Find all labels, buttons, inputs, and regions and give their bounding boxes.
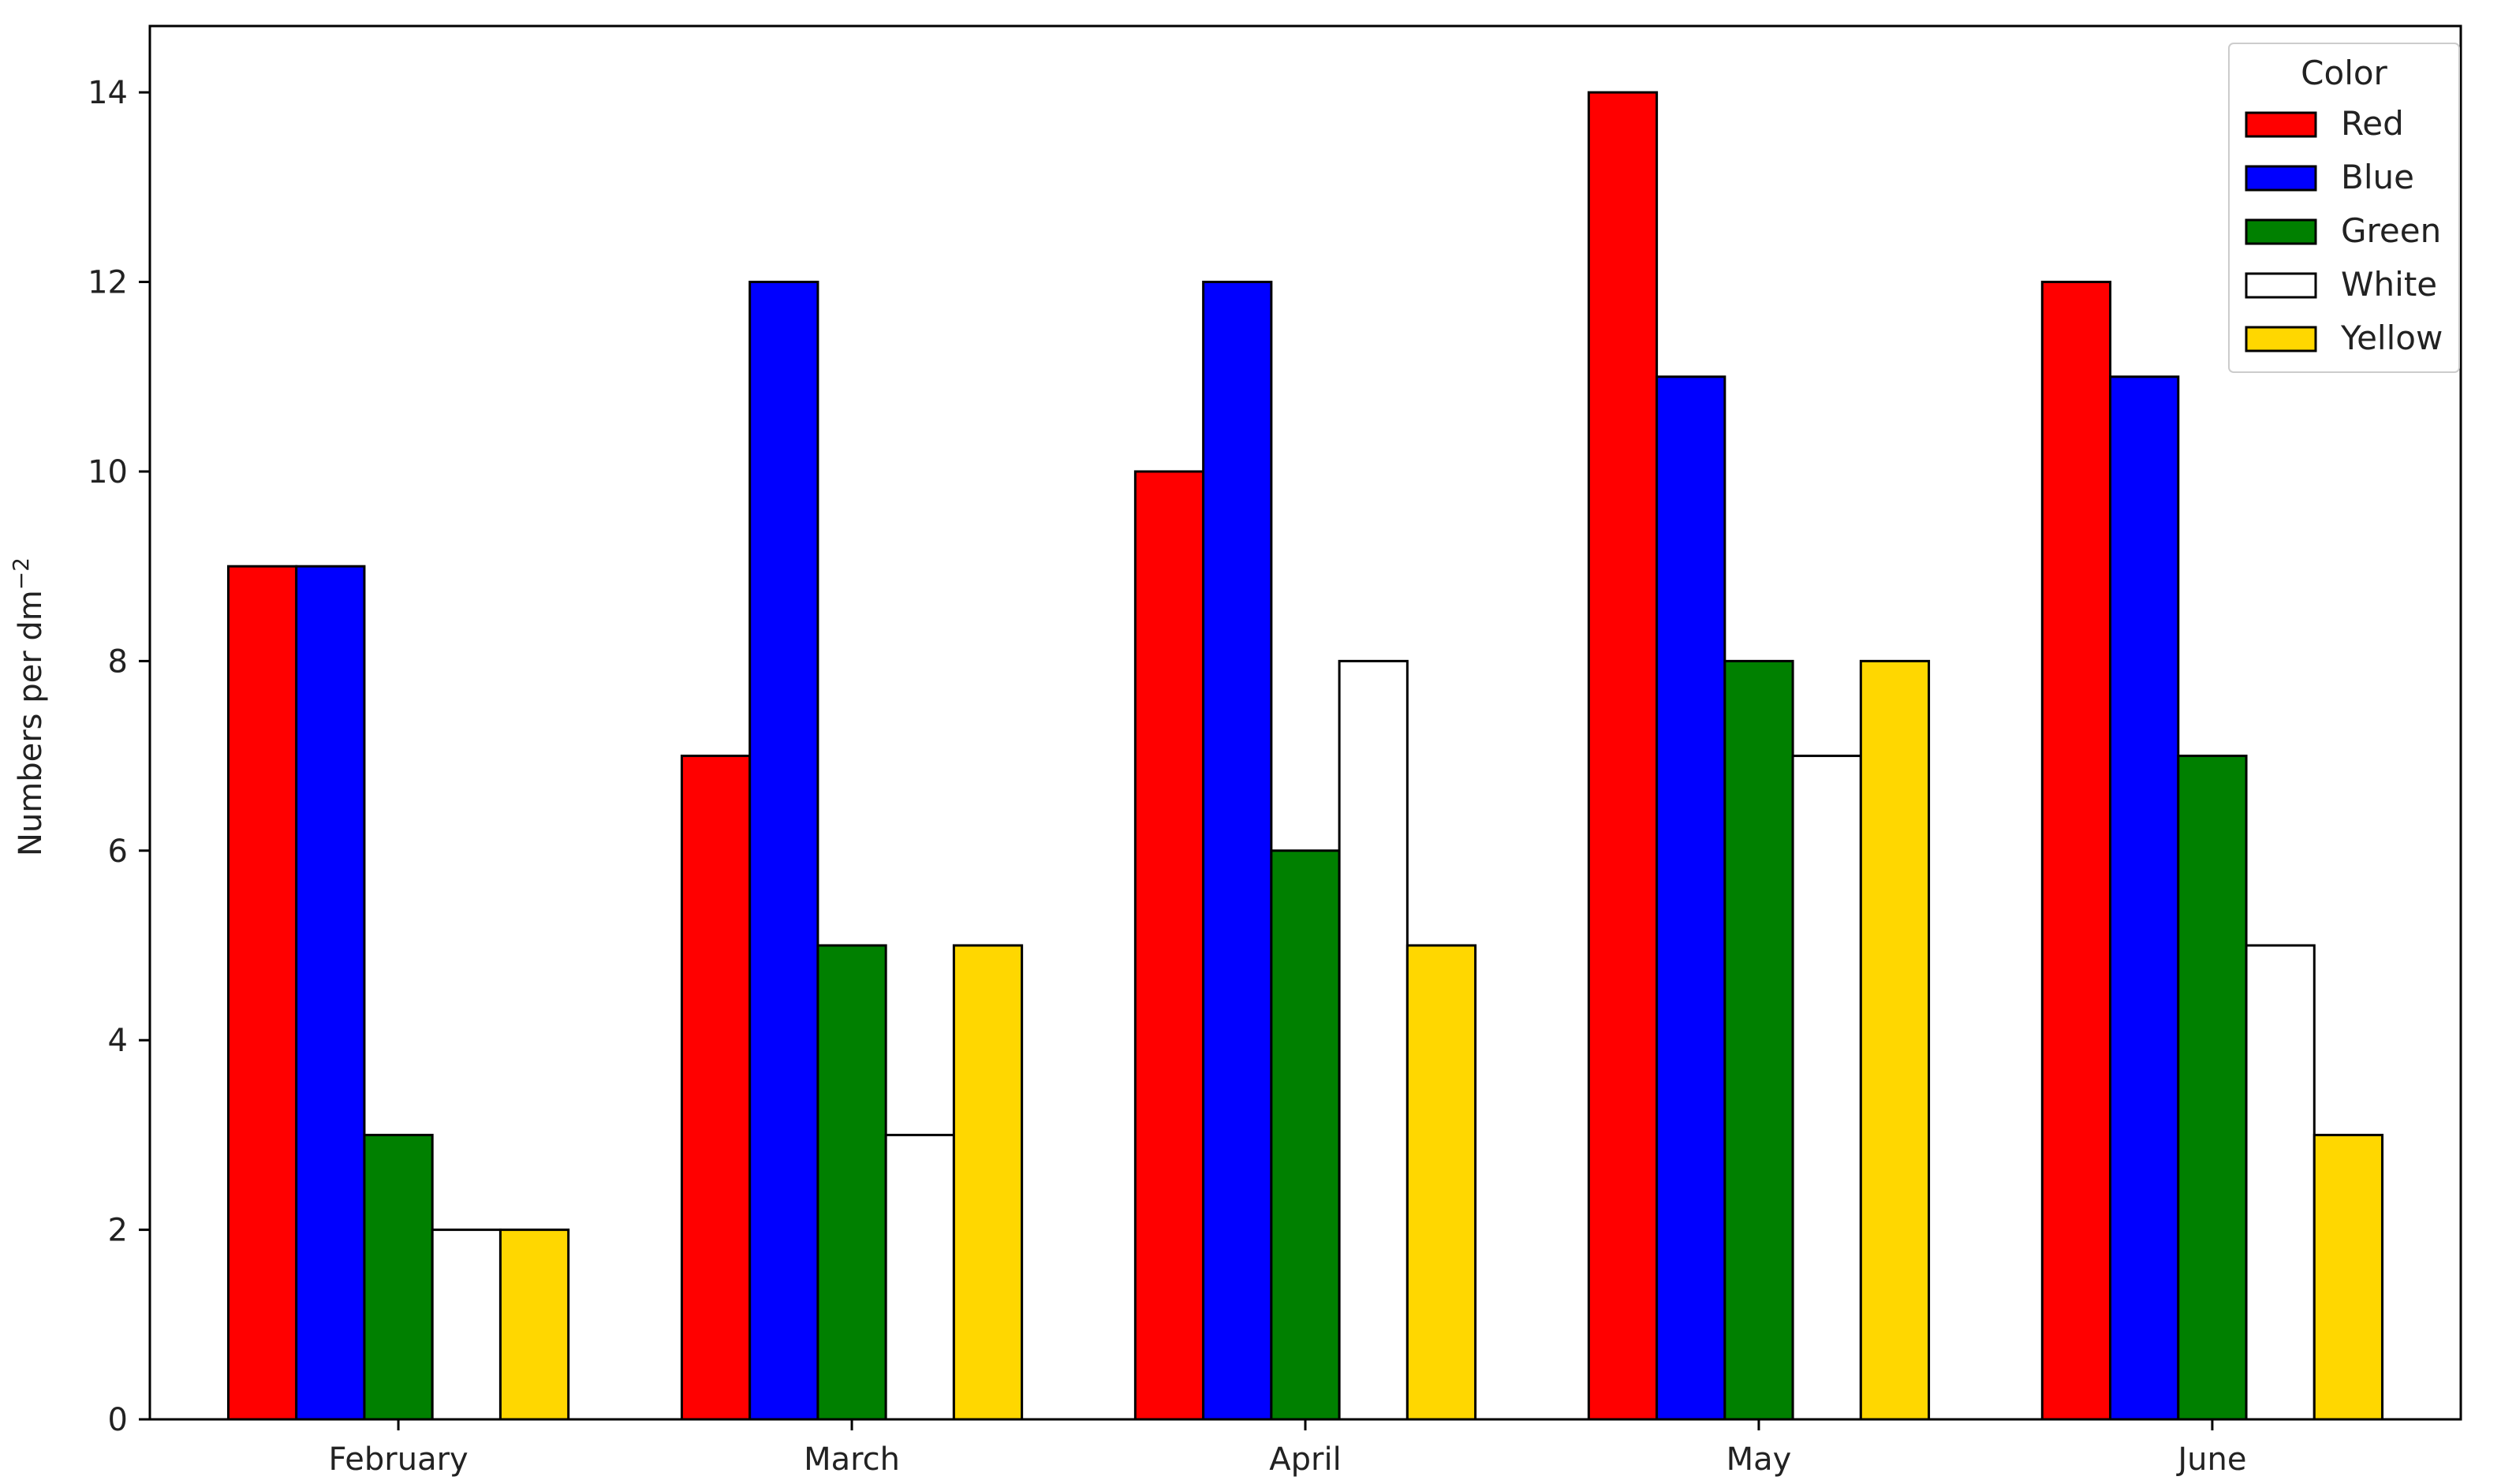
bar-white-june <box>2245 944 2316 1421</box>
y-tick-label: 6 <box>108 833 128 870</box>
bar-green-may <box>1723 659 1794 1421</box>
y-tick-label: 2 <box>108 1213 128 1249</box>
legend-swatch-red <box>2245 111 2317 138</box>
bar-green-april <box>1270 849 1341 1421</box>
legend-label-blue: Blue <box>2341 158 2414 196</box>
bar-green-march <box>816 944 887 1421</box>
legend-label-green: Green <box>2341 211 2441 250</box>
bar-blue-june <box>2109 375 2180 1421</box>
x-tick-label: February <box>328 1441 468 1478</box>
y-tick-label: 12 <box>88 265 128 301</box>
bar-white-april <box>1338 659 1409 1421</box>
bar-blue-march <box>748 281 819 1421</box>
legend-label-red: Red <box>2341 104 2404 143</box>
y-axis-label: Numbers per dm−2 <box>8 557 49 856</box>
bar-blue-february <box>295 565 366 1421</box>
bar-red-april <box>1133 470 1205 1421</box>
bars-layer <box>226 91 2384 1421</box>
bar-white-may <box>1791 755 1862 1421</box>
x-axis: February March April May June <box>328 1419 2246 1478</box>
bar-red-june <box>2040 281 2112 1421</box>
y-tick-label: 10 <box>88 454 128 490</box>
legend-swatch-white <box>2245 272 2317 299</box>
bar-yellow-june <box>2312 1133 2384 1421</box>
legend-title: Color <box>2301 54 2387 92</box>
bar-red-february <box>226 565 298 1421</box>
y-axis: 0 2 4 6 8 10 12 14 <box>88 75 150 1438</box>
legend: Color Red Blue Green White Yellow <box>2228 43 2460 373</box>
bar-yellow-march <box>952 944 1024 1421</box>
y-tick-label: 4 <box>108 1023 128 1059</box>
bar-blue-may <box>1656 375 1726 1421</box>
bar-yellow-may <box>1859 659 1931 1421</box>
bar-yellow-february <box>498 1229 570 1421</box>
y-axis-label-superscript: −2 <box>8 557 34 590</box>
bar-yellow-april <box>1405 944 1477 1421</box>
bar-green-june <box>2177 755 2248 1421</box>
legend-label-yellow: Yellow <box>2340 319 2443 357</box>
legend-swatch-green <box>2245 218 2317 245</box>
legend-swatch-yellow <box>2245 326 2317 352</box>
y-tick-label: 8 <box>108 643 128 680</box>
legend-swatch-blue <box>2245 165 2317 192</box>
legend-items: Red Blue Green White Yellow <box>2245 104 2443 357</box>
x-tick-label: June <box>2175 1441 2246 1478</box>
y-axis-label-text: Numbers per dm <box>13 590 49 856</box>
bar-blue-april <box>1202 281 1273 1421</box>
x-tick-label: May <box>1726 1441 1792 1478</box>
bar-red-march <box>680 755 752 1421</box>
x-tick-label: April <box>1269 1441 1341 1478</box>
bar-green-february <box>363 1133 434 1421</box>
y-tick-label: 0 <box>108 1402 128 1438</box>
bar-white-february <box>431 1229 502 1421</box>
y-tick-label: 14 <box>88 75 128 111</box>
bar-red-may <box>1587 91 1659 1421</box>
legend-label-white: White <box>2341 265 2437 304</box>
bar-white-march <box>884 1133 955 1421</box>
x-tick-label: March <box>804 1441 900 1478</box>
